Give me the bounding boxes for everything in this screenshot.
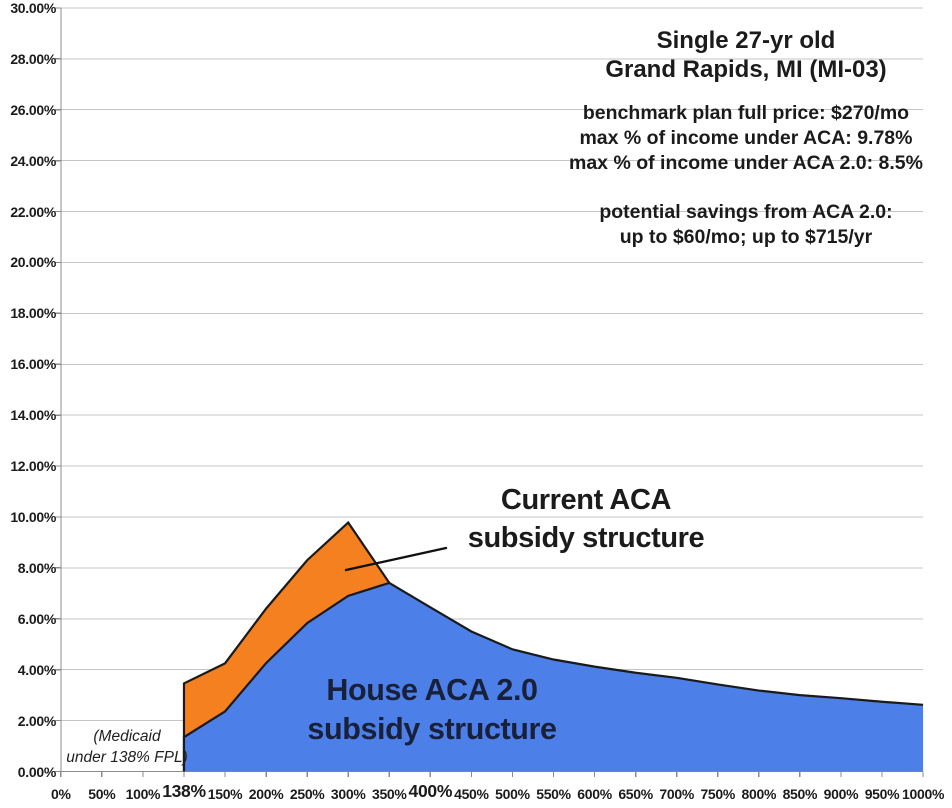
y-tick-label: 20.00% — [10, 254, 56, 271]
x-tick-label: 138% — [162, 781, 206, 801]
x-tick-label: 950% — [864, 786, 900, 802]
chart-title: Single 27-yr old Grand Rapids, MI (MI-03… — [605, 26, 886, 84]
x-tick-label: 850% — [782, 786, 818, 802]
info-line-1: benchmark plan full price: $270/mo — [582, 102, 910, 124]
x-tick-label: 50% — [88, 786, 116, 802]
gridlines — [61, 7, 923, 722]
savings-line-1: potential savings from ACA 2.0: — [599, 201, 893, 223]
x-tick-label: 600% — [577, 786, 612, 802]
y-tick-label: 6.00% — [17, 610, 57, 627]
label-current-aca: Current ACA subsidy structure — [430, 481, 742, 557]
x-tick-label: 0% — [50, 786, 71, 802]
x-tick-label: 400% — [408, 781, 453, 801]
label-current-aca-line-1: Current ACA — [500, 484, 672, 516]
x-tick-label: 750% — [700, 786, 736, 802]
y-tick-label: 22.00% — [10, 203, 56, 220]
y-tick-label: 0.00% — [17, 763, 57, 780]
x-tick-label: 200% — [248, 786, 284, 802]
savings-note: potential savings from ACA 2.0: up to $6… — [599, 200, 892, 250]
y-tick-label: 26.00% — [10, 101, 56, 118]
x-tick-label: 150% — [207, 786, 243, 802]
x-tick-label: 650% — [618, 786, 653, 802]
label-house-aca-line-2: subsidy structure — [307, 712, 557, 746]
title-line-2: Grand Rapids, MI (MI-03) — [605, 56, 887, 83]
x-axis-labels: 0% 50% 100% 138% 150% 200% 250% 300% 350% 400% 450… — [0, 779, 952, 806]
series-house-aca-2-0 — [182, 581, 924, 772]
x-tick-label: 800% — [741, 786, 777, 802]
callout-line — [344, 546, 448, 572]
medicaid-note: (Medicaid under 138% FPL) — [52, 726, 202, 768]
info-line-2: max % of income under ACA: 9.78% — [579, 127, 913, 149]
label-current-aca-line-2: subsidy structure — [467, 522, 705, 554]
medicaid-note-line-1: (Medicaid — [93, 728, 161, 745]
title-line-1: Single 27-yr old — [656, 27, 836, 54]
x-tick-label: 350% — [371, 786, 407, 802]
y-tick-label: 18.00% — [10, 305, 56, 322]
info-line-3: max % of income under ACA 2.0: 8.5% — [569, 152, 923, 174]
label-house-aca-line-1: House ACA 2.0 — [326, 673, 538, 707]
x-tick-label: 550% — [536, 786, 571, 802]
y-tick-label: 28.00% — [10, 50, 56, 67]
y-tick-label: 16.00% — [10, 356, 56, 373]
x-tick-label: 300% — [330, 786, 366, 802]
y-tick-label: 30.00% — [10, 0, 56, 16]
y-tick-label: 2.00% — [17, 712, 57, 729]
x-tick-label: 250% — [289, 786, 325, 802]
y-tick-label: 10.00% — [10, 508, 56, 525]
x-tick-label: 700% — [659, 786, 694, 802]
x-tick-label: 900% — [823, 786, 859, 802]
x-tick-label: 450% — [454, 786, 489, 802]
y-tick-label: 14.00% — [10, 407, 56, 424]
benchmark-info: benchmark plan full price: $270/mo max %… — [569, 101, 923, 176]
medicaid-note-line-2: under 138% FPL) — [66, 749, 188, 766]
y-tick-label: 4.00% — [17, 661, 57, 678]
savings-line-2: up to $60/mo; up to $715/yr — [619, 226, 873, 248]
x-tick-label: 1000% — [902, 786, 945, 802]
x-tick-label: 100% — [125, 786, 161, 802]
label-house-aca: House ACA 2.0 subsidy structure — [250, 671, 614, 749]
y-tick-label: 8.00% — [17, 559, 57, 576]
y-tick-label: 24.00% — [10, 152, 56, 169]
y-tick-label: 12.00% — [10, 458, 56, 475]
annotation-stack: Single 27-yr old Grand Rapids, MI (MI-03… — [540, 26, 952, 250]
x-tick-label: 500% — [495, 786, 530, 802]
